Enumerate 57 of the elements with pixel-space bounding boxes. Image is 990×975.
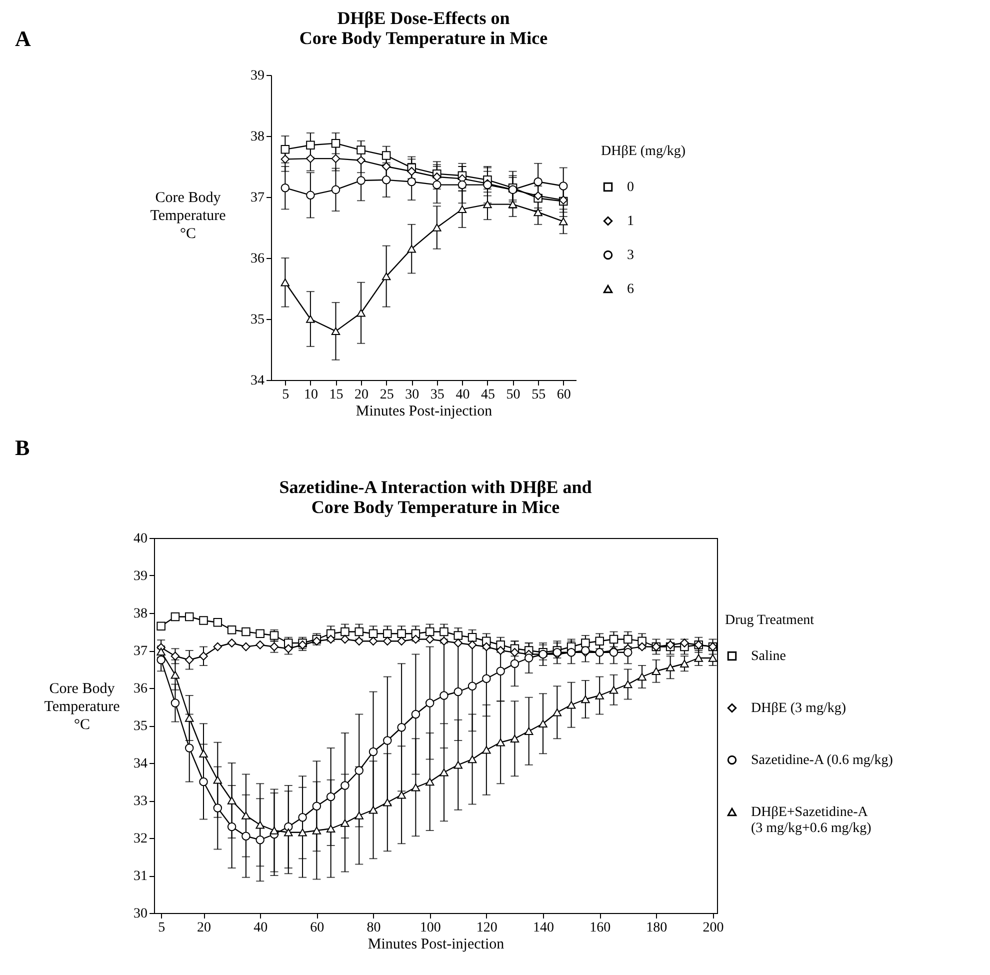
y-tick-label: 36 bbox=[134, 682, 148, 696]
x-tick-label: 60 bbox=[556, 388, 571, 402]
x-tick-label: 35 bbox=[430, 388, 444, 402]
y-tick-label: 35 bbox=[250, 312, 264, 328]
y-tick-label: 37 bbox=[250, 190, 264, 206]
y-tick-label: 36 bbox=[250, 252, 264, 266]
x-tick-label: 100 bbox=[420, 920, 441, 936]
x-tick-label: 5 bbox=[282, 388, 290, 402]
legend-label: 0 bbox=[627, 180, 634, 195]
y-tick-label: 34 bbox=[250, 374, 264, 388]
legend-title: Drug Treatment bbox=[725, 613, 814, 628]
x-axis-title: Minutes Post-injection bbox=[368, 936, 505, 952]
x-tick-label: 25 bbox=[380, 388, 394, 402]
legend-label: DHβE (3 mg/kg) bbox=[751, 701, 846, 716]
legend-title: DHβE (mg/kg) bbox=[601, 144, 686, 159]
legend-label: Sazetidine-A (0.6 mg/kg) bbox=[751, 753, 894, 768]
x-tick-label: 5 bbox=[158, 920, 166, 936]
y-tick-label: 35 bbox=[134, 719, 148, 734]
x-tick-label: 160 bbox=[590, 920, 611, 936]
x-tick-label: 20 bbox=[354, 388, 369, 402]
legend-label: 6 bbox=[627, 282, 634, 297]
legend-label: DHβE+Sazetidine-A (3 mg/kg+0.6 mg/kg) bbox=[751, 805, 872, 836]
x-tick-label: 200 bbox=[702, 920, 724, 936]
y-axis-title: Core Body Temperature °C bbox=[150, 190, 226, 242]
x-tick-label: 80 bbox=[366, 920, 381, 936]
x-tick-label: 55 bbox=[532, 388, 546, 402]
x-tick-label: 30 bbox=[405, 388, 420, 402]
x-tick-label: 40 bbox=[456, 388, 470, 402]
x-tick-label: 10 bbox=[304, 388, 318, 402]
text: A bbox=[15, 26, 31, 51]
y-tick-label: 39 bbox=[250, 68, 264, 84]
y-tick-label: 30 bbox=[134, 906, 148, 922]
x-tick-label: 45 bbox=[480, 388, 495, 402]
legend-label: Saline bbox=[751, 649, 786, 664]
x-tick-label: 120 bbox=[476, 920, 498, 936]
y-tick-label: 38 bbox=[250, 130, 264, 144]
y-tick-label: 38 bbox=[134, 606, 148, 622]
x-tick-label: 20 bbox=[197, 920, 212, 936]
x-tick-label: 50 bbox=[506, 388, 520, 402]
x-tick-label: 180 bbox=[646, 920, 668, 936]
y-axis-title: Core Body Temperature °C bbox=[44, 681, 120, 733]
x-tick-label: 60 bbox=[310, 920, 324, 936]
text: B bbox=[15, 435, 30, 460]
y-tick-label: 34 bbox=[134, 756, 148, 772]
y-tick-label: 33 bbox=[134, 794, 148, 809]
x-tick-label: 15 bbox=[329, 388, 344, 402]
y-tick-label: 39 bbox=[134, 569, 148, 584]
chart-title: DHβE Dose-Effects on Core Body Temperature in Mice bbox=[299, 8, 548, 48]
x-tick-label: 140 bbox=[533, 920, 554, 936]
y-tick-label: 32 bbox=[134, 832, 148, 846]
y-tick-label: 40 bbox=[134, 532, 148, 546]
x-axis-title: Minutes Post-injection bbox=[356, 404, 493, 420]
y-tick-label: 37 bbox=[134, 644, 148, 659]
legend-label: 1 bbox=[627, 214, 634, 229]
chart-title: Sazetidine-A Interaction with DHβE and Core Body Temperature in Mice bbox=[279, 477, 592, 517]
legend-label: 3 bbox=[627, 248, 634, 263]
y-tick-label: 31 bbox=[134, 869, 148, 884]
